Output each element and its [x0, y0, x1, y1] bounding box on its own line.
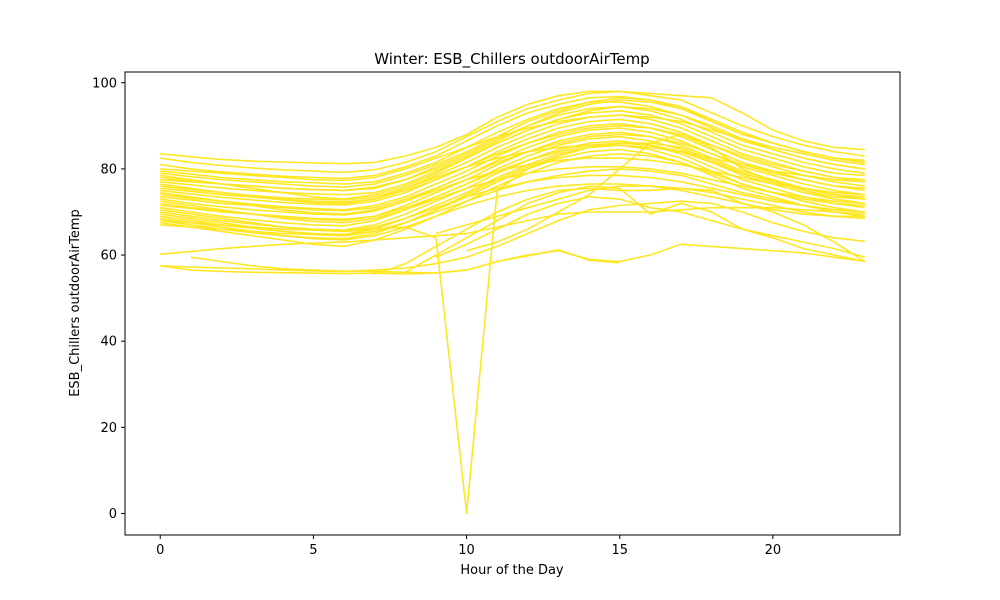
y-tick-label: 0 — [109, 507, 117, 522]
series-line-38 — [435, 196, 866, 258]
series-line-7 — [160, 114, 865, 201]
series-line-3 — [160, 95, 865, 180]
series-line-32 — [160, 200, 865, 273]
plot-area-frame — [124, 71, 901, 536]
x-tick-label: 20 — [765, 543, 782, 558]
y-axis: 0 20 40 60 80 100 — [92, 76, 125, 522]
series-line-37 — [404, 185, 865, 273]
y-tick-label: 60 — [100, 249, 117, 264]
series-line-36 — [374, 187, 866, 276]
series-line-2 — [160, 90, 865, 174]
series-line-22 — [160, 105, 865, 200]
y-tick-label: 100 — [92, 76, 117, 91]
x-axis-label: Hour of the Day — [460, 563, 564, 578]
series-line-30 — [160, 97, 865, 188]
series-line-35 — [160, 142, 865, 515]
series-line-26 — [160, 133, 865, 212]
series-line-9 — [160, 122, 865, 211]
series-line-40 — [435, 185, 865, 235]
series-line-4 — [160, 101, 865, 185]
y-axis-label: ESB_Chillers outdoorAirTemp — [68, 209, 83, 397]
series-line-31 — [160, 206, 865, 255]
series-line-29 — [160, 168, 865, 237]
y-tick-label: 40 — [100, 335, 117, 350]
series-line-28 — [160, 125, 865, 203]
y-tick-label: 80 — [100, 162, 117, 177]
series-line-10 — [160, 127, 865, 216]
y-tick-label: 20 — [100, 421, 117, 436]
series-line-12 — [160, 135, 865, 227]
series-line-1 — [160, 90, 865, 165]
series-line-20 — [160, 174, 865, 233]
x-tick-label: 15 — [611, 543, 628, 558]
series-group — [160, 90, 866, 515]
x-tick-label: 5 — [309, 543, 317, 558]
series-line-18 — [160, 157, 865, 215]
chart-title: Winter: ESB_Chillers outdoorAirTemp — [374, 50, 649, 69]
x-axis: 0 5 10 15 20 — [156, 535, 781, 558]
x-tick-label: 0 — [156, 543, 164, 558]
series-line-8 — [160, 118, 865, 206]
series-line-19 — [160, 166, 865, 224]
series-line-39 — [466, 133, 865, 252]
x-tick-label: 10 — [458, 543, 475, 558]
